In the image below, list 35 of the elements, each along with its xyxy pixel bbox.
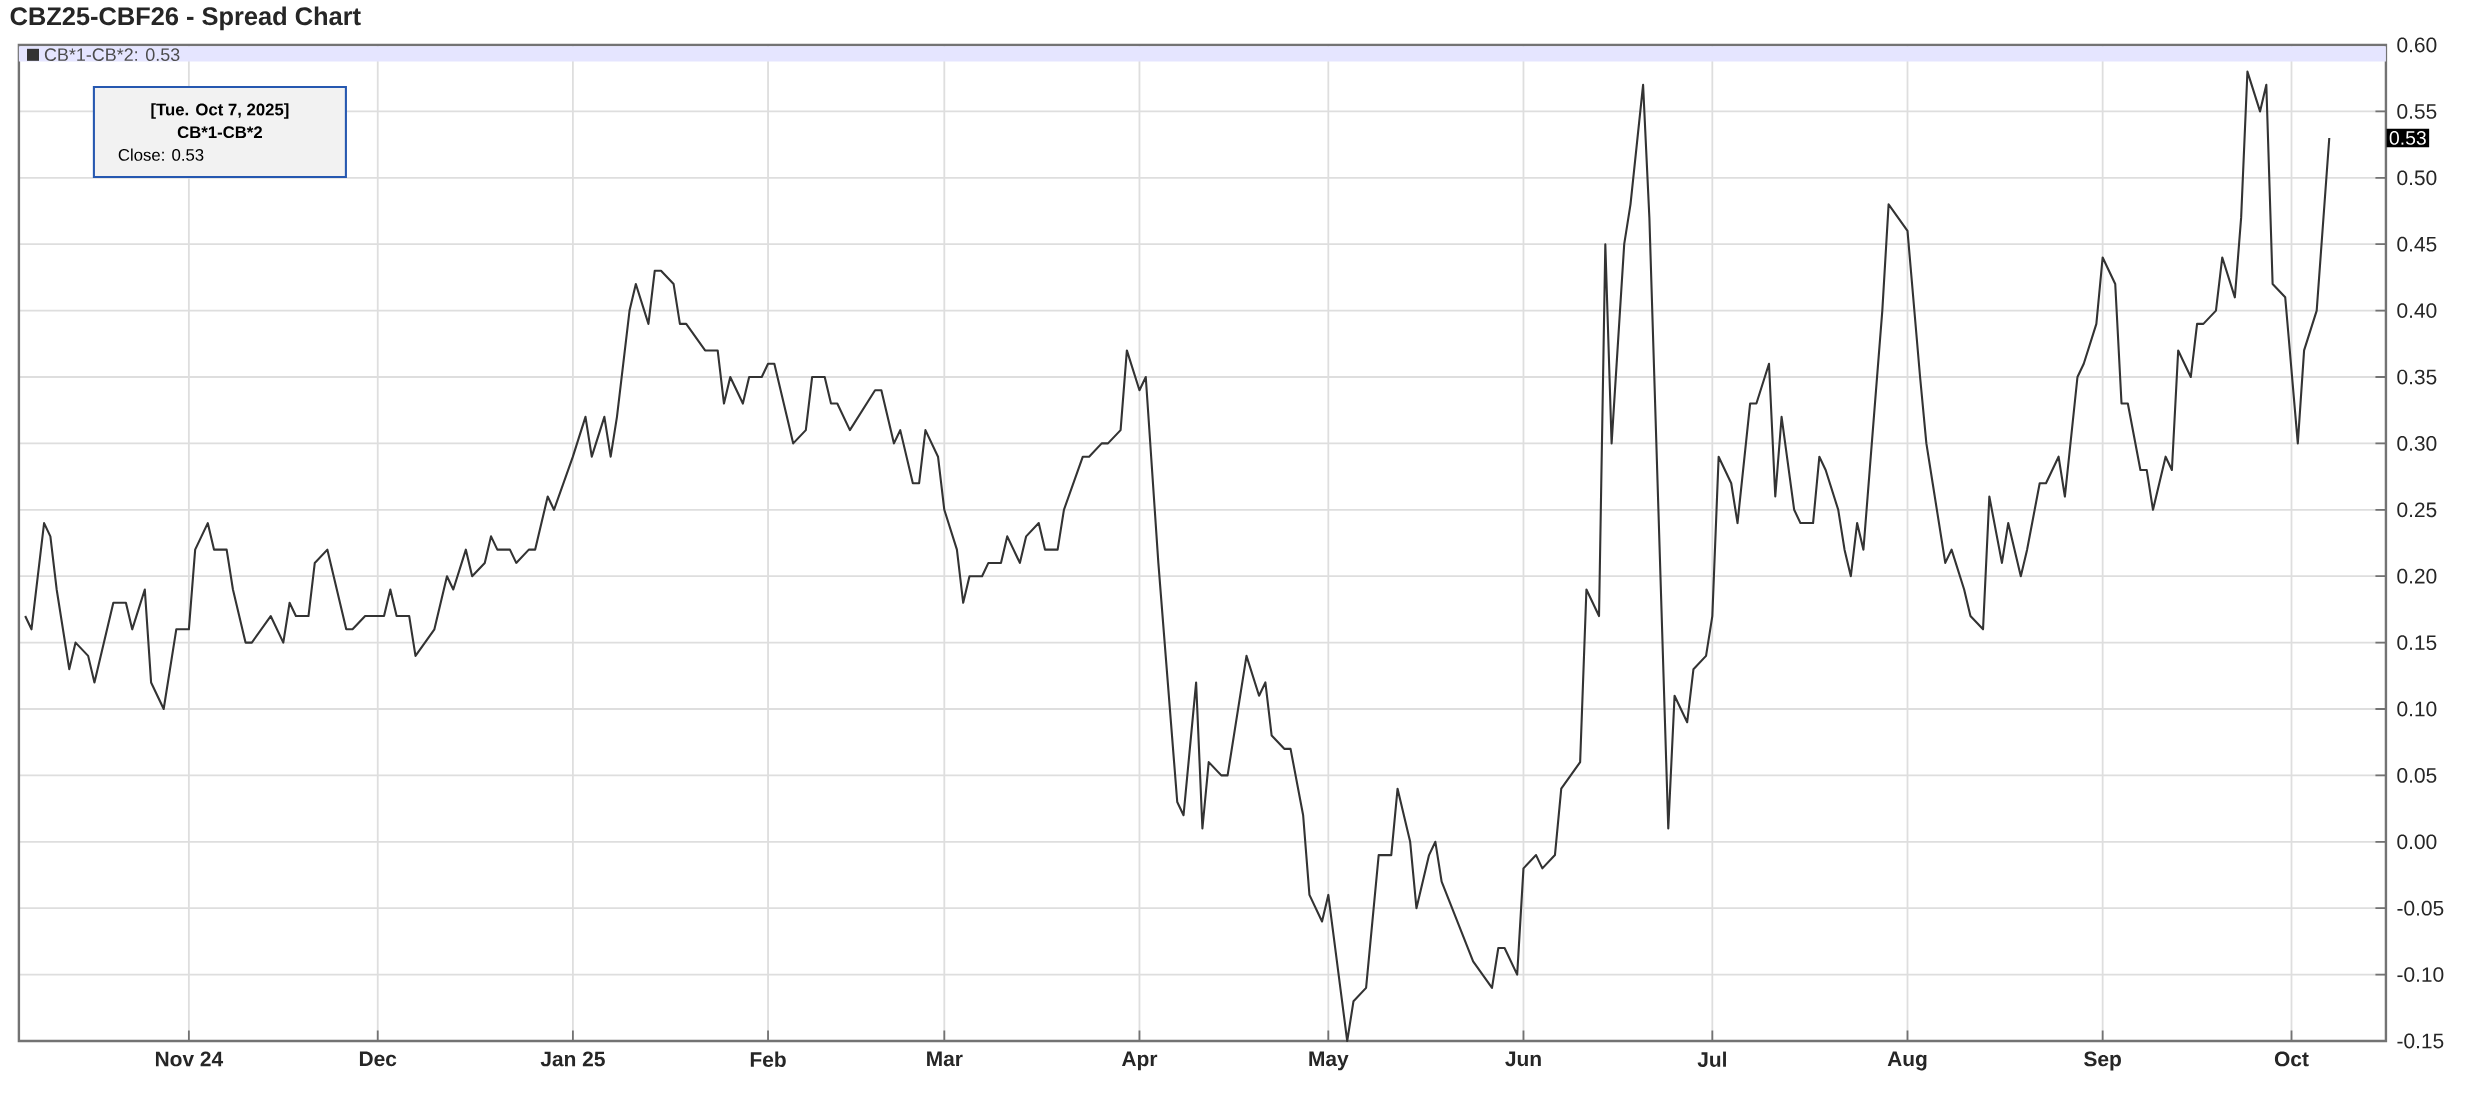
text: 0.53 bbox=[2389, 131, 2426, 145]
y-tick-label: 0.30 bbox=[2397, 436, 2437, 451]
chart-title: CBZ25-CBF26 - Spread Chart bbox=[10, 6, 361, 31]
y-tick-label: 0.40 bbox=[2397, 303, 2437, 318]
y-tick-label: 0.20 bbox=[2397, 568, 2437, 584]
y-tick-label: 0.10 bbox=[2397, 701, 2437, 717]
legend-label: CB*1-CB*2: 0.53 bbox=[44, 48, 180, 61]
y-tick-label: 0.35 bbox=[2397, 369, 2437, 385]
y-tick-label: 0.05 bbox=[2397, 768, 2437, 783]
y-tick-label: 0.50 bbox=[2397, 170, 2437, 186]
x-tick-label: Sep bbox=[2084, 1051, 2121, 1071]
y-tick-label: 0.60 bbox=[2397, 37, 2437, 53]
x-tick-label: Jan 25 bbox=[540, 1051, 605, 1067]
x-tick-label: Feb bbox=[750, 1051, 786, 1067]
annotation: [Tue. Oct 7, 2025] bbox=[151, 103, 289, 119]
y-tick-label: -0.05 bbox=[2397, 900, 2444, 916]
x-tick-label: May bbox=[1309, 1051, 1349, 1071]
y-tick-label: 0.00 bbox=[2397, 834, 2437, 850]
x-tick-label: Aug bbox=[1887, 1051, 1927, 1071]
y-tick-label: 0.15 bbox=[2397, 635, 2437, 650]
y-tick-label: 0.55 bbox=[2397, 104, 2437, 119]
x-tick-label: Oct bbox=[2274, 1051, 2309, 1067]
y-tick-label: 0.45 bbox=[2397, 236, 2437, 252]
x-tick-label: Mar bbox=[927, 1051, 963, 1067]
x-tick-label: Jun bbox=[1505, 1051, 1541, 1067]
y-tick-label: 0.25 bbox=[2397, 502, 2437, 518]
annotation: CB*1-CB*2 bbox=[177, 126, 262, 139]
x-tick-label: Apr bbox=[1121, 1051, 1158, 1071]
x-tick-label: Nov 24 bbox=[155, 1051, 224, 1067]
x-tick-label: Jul bbox=[1697, 1051, 1726, 1067]
y-tick-label: -0.10 bbox=[2397, 967, 2444, 982]
annotation: Close: 0.53 bbox=[118, 148, 204, 161]
x-tick-label: Dec bbox=[359, 1051, 397, 1067]
line-series bbox=[24, 70, 2331, 1043]
y-tick-label: -0.15 bbox=[2397, 1033, 2444, 1049]
